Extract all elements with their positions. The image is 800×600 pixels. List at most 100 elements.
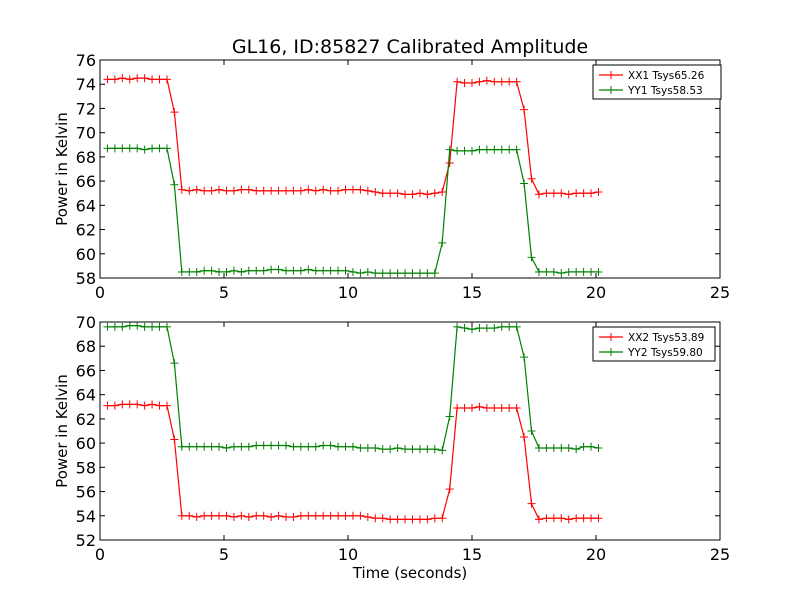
data-point [229, 186, 238, 195]
data-point [207, 511, 216, 520]
data-point [334, 511, 343, 520]
data-point [200, 266, 209, 275]
data-point [438, 238, 447, 247]
data-point [267, 441, 276, 450]
legend-marker [607, 71, 615, 79]
data-point [527, 253, 536, 262]
data-point [482, 324, 491, 333]
data-point [274, 511, 283, 520]
data-point [170, 180, 179, 189]
x-tick-label: 25 [710, 283, 730, 302]
data-point [274, 265, 283, 274]
data-point [110, 322, 119, 331]
data-point [274, 441, 283, 450]
data-point [118, 322, 127, 331]
legend-entry-label: XX2 Tsys53.89 [628, 332, 704, 344]
data-point [162, 144, 171, 153]
data-point [237, 185, 246, 194]
data-point [304, 442, 313, 451]
data-point [401, 445, 410, 454]
data-point [564, 190, 573, 199]
data-point [319, 441, 328, 450]
data-point [549, 267, 558, 276]
data-point [572, 514, 581, 523]
data-point [475, 402, 484, 411]
data-point [192, 267, 201, 276]
data-point [140, 401, 149, 410]
chart-title: GL16, ID:85827 Calibrated Amplitude [232, 36, 588, 58]
data-point [229, 442, 238, 451]
data-point [125, 75, 134, 84]
data-point [200, 442, 209, 451]
data-point [534, 443, 543, 452]
data-point [579, 267, 588, 276]
data-point [185, 267, 194, 276]
data-point [378, 445, 387, 454]
data-point [520, 433, 529, 442]
data-point [125, 321, 134, 330]
y-tick-label: 68 [76, 148, 96, 167]
data-point [371, 443, 380, 452]
data-point [468, 403, 476, 412]
y-tick-label: 68 [76, 337, 96, 356]
data-point [215, 185, 224, 194]
series-2-1 [103, 400, 603, 524]
data-point [482, 403, 491, 412]
data-point [133, 74, 142, 83]
data-point [222, 443, 231, 452]
data-point [133, 400, 142, 409]
legend-marker [607, 333, 615, 341]
data-point [363, 186, 372, 195]
legend-entry-label: XX1 Tsys65.26 [628, 70, 705, 82]
data-point [587, 514, 596, 523]
data-point [192, 185, 201, 194]
data-point [460, 146, 469, 155]
data-point [177, 185, 186, 194]
data-point [259, 441, 268, 450]
axes-frame [99, 59, 721, 279]
data-point [557, 443, 566, 452]
data-point [148, 144, 157, 153]
data-point [527, 174, 536, 183]
data-point [505, 145, 514, 154]
data-point [505, 403, 514, 412]
data-point [594, 188, 603, 197]
x-tick-label: 5 [219, 545, 229, 564]
data-point [356, 269, 365, 278]
data-point [460, 403, 469, 412]
data-point [200, 511, 209, 520]
data-point [222, 511, 231, 520]
data-point [579, 514, 588, 523]
x-tick-label: 20 [586, 283, 606, 302]
data-point [490, 145, 499, 154]
data-point [348, 442, 357, 451]
data-point [267, 512, 276, 521]
legend: XX2 Tsys53.89 YY2 Tsys59.80 [592, 326, 716, 362]
series-1-1 [103, 74, 603, 199]
data-point [430, 514, 439, 523]
data-point [282, 186, 290, 195]
data-point [386, 515, 395, 524]
y-axis-label: Power in Kelvin [53, 112, 71, 226]
data-point [415, 189, 424, 198]
data-point [103, 75, 112, 84]
data-point [572, 445, 581, 454]
data-point [289, 442, 298, 451]
data-point [430, 445, 439, 454]
data-point [445, 145, 454, 154]
data-point [185, 511, 194, 520]
data-point [118, 144, 127, 153]
data-point [229, 266, 238, 275]
data-point [185, 442, 194, 451]
y-tick-label: 64 [76, 386, 96, 405]
x-tick-label: 0 [95, 283, 105, 302]
data-point [401, 515, 410, 524]
x-tick-label: 10 [338, 545, 358, 564]
data-point [460, 324, 469, 333]
data-point [162, 322, 171, 331]
data-point [475, 77, 484, 86]
data-point [341, 185, 350, 194]
data-point [148, 75, 157, 84]
